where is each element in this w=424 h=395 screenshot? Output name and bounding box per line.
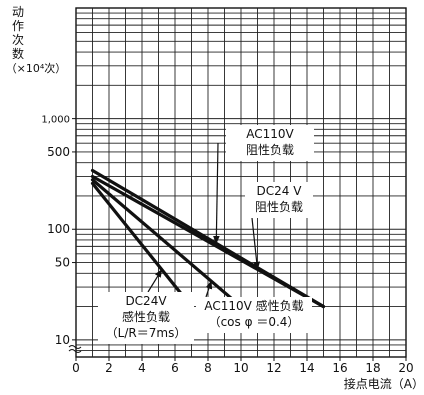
annotation-text: 感性负载 bbox=[122, 309, 170, 324]
x-tick-label: 16 bbox=[332, 361, 347, 375]
annotation-arrow-ac110i bbox=[205, 280, 213, 298]
tick-labels: 0 2 4 6 8 10 12 14 16 18 20 10 50 100 500 1,000 bbox=[41, 115, 413, 375]
annotation-text: AC110V bbox=[246, 127, 294, 141]
y-axis-title-char: 作 bbox=[12, 19, 24, 33]
annotation-ac110i: AC110V 感性负载 （cos φ ＝0.4） bbox=[196, 297, 312, 333]
y-axis-title-char: 次 bbox=[12, 33, 24, 47]
annotation-dc24r: DC24 V 阻性负载 bbox=[245, 182, 313, 218]
annotation-arrow-ac110r bbox=[213, 142, 220, 245]
annotation-arrows bbox=[147, 142, 261, 298]
annotation-text: 阻性负载 bbox=[246, 143, 294, 157]
annotation-arrow-dc24i bbox=[147, 268, 163, 293]
x-axis-title: 接点电流（A） bbox=[344, 376, 424, 391]
x-tick-label: 4 bbox=[138, 361, 146, 375]
series-line-ac110i bbox=[90, 178, 243, 309]
axis-break-stroke-1 bbox=[68, 345, 82, 349]
x-tick-label: 0 bbox=[72, 361, 80, 375]
x-tick-label: 14 bbox=[299, 361, 314, 375]
x-tick-label: 12 bbox=[266, 361, 281, 375]
y-tick-label: 10 bbox=[55, 333, 70, 347]
annotation-text: （L/R＝7ms） bbox=[106, 326, 187, 340]
x-tick-label: 6 bbox=[171, 361, 179, 375]
annotation-bg bbox=[245, 182, 313, 218]
x-tick-label: 8 bbox=[204, 361, 212, 375]
annotation-bg bbox=[196, 297, 312, 333]
annotation-arrow-dc24r bbox=[251, 217, 261, 271]
annotation-text: DC24 V bbox=[257, 184, 303, 198]
axis-break-mark bbox=[68, 345, 82, 353]
y-axis-unit: （×10⁴次） bbox=[6, 61, 67, 75]
annotation-text: （cos φ ＝0.4） bbox=[209, 315, 300, 329]
annotation-text: 阻性负载 bbox=[255, 200, 303, 214]
axis-break-stroke-2 bbox=[68, 349, 82, 353]
series-line-dc24r bbox=[90, 174, 326, 309]
x-tick-label: 10 bbox=[233, 361, 248, 375]
y-axis-title-char: 动 bbox=[12, 5, 24, 19]
y-tick-label: 100 bbox=[47, 222, 70, 236]
x-tick-label: 2 bbox=[105, 361, 113, 375]
y-tick-label: 500 bbox=[47, 145, 70, 159]
series-line-dc24i bbox=[90, 181, 194, 309]
y-tick-label: 1,000 bbox=[41, 115, 70, 126]
annotation-bg bbox=[98, 292, 194, 344]
x-tick-label: 20 bbox=[398, 361, 413, 375]
series-lines bbox=[90, 168, 326, 309]
annotation-ac110r: AC110V 阻性负载 bbox=[226, 125, 314, 161]
annotation-bg bbox=[226, 125, 314, 161]
annotation-text: AC110V 感性负载 bbox=[204, 298, 303, 313]
annotation-text: DC24V bbox=[125, 294, 167, 308]
y-tick-label: 50 bbox=[55, 256, 70, 270]
x-tick-label: 18 bbox=[365, 361, 380, 375]
y-axis-title-char: 数 bbox=[12, 46, 24, 61]
